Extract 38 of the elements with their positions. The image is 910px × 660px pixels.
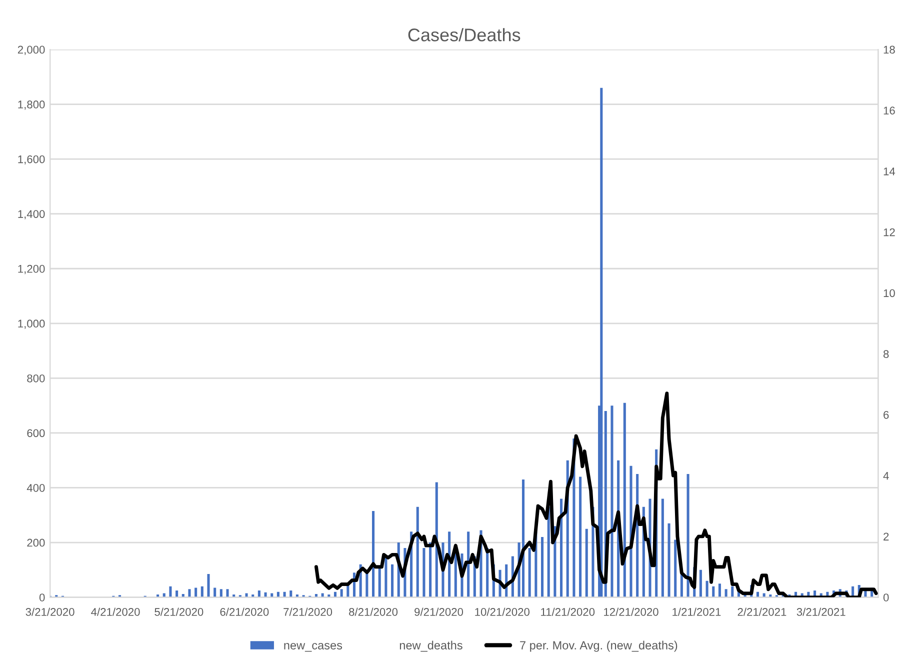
y2-tick-label: 14	[884, 168, 896, 176]
y-tick-label: 0	[39, 594, 45, 602]
y-tick-label: 1,800	[18, 100, 45, 110]
x-tick-label: 6/21/2020	[220, 608, 269, 616]
y-tick-label: 2,000	[18, 46, 45, 55]
y2-tick-label: 6	[884, 410, 889, 419]
y2-tick-label: 2	[884, 532, 889, 540]
chart-title: Cases/Deaths	[408, 28, 520, 42]
x-tick-label: 7/21/2020	[284, 608, 332, 616]
x-tick-label: 4/21/2020	[91, 608, 140, 616]
y-tick-label: 1,600	[18, 155, 45, 165]
x-tick-label: 3/21/2021	[796, 608, 846, 616]
legend-label: new_cases	[284, 642, 342, 652]
x-tick-label: 1/21/2021	[672, 608, 721, 616]
x-tick-label: 5/21/2020	[154, 608, 204, 616]
x-tick-label: 3/21/2020	[26, 608, 74, 616]
x-tick-label: 12/21/2020	[604, 608, 658, 616]
legend-label: 7 per. Mov. Avg. (new_deaths)	[520, 640, 678, 652]
y2-tick-label: 18	[884, 46, 895, 54]
y-tick-label: 1,200	[18, 264, 45, 274]
text: new_deaths	[400, 640, 462, 652]
y-tick-label: 800	[27, 374, 45, 382]
y2-tick-label: 0	[883, 594, 889, 602]
y2-tick-label: 12	[884, 228, 895, 236]
x-tick-label: 8/21/2020	[349, 608, 398, 616]
x-tick-label: 9/21/2020	[414, 608, 464, 616]
y-tick-label: 200	[27, 538, 45, 547]
y-tick-label: 1,000	[18, 320, 45, 329]
y2-tick-label: 4	[883, 472, 889, 480]
x-tick-label: 11/21/2020	[541, 608, 595, 616]
y-tick-label: 1,400	[18, 210, 45, 220]
y2-tick-label: 10	[884, 289, 895, 298]
y-tick-label: 600	[27, 429, 45, 438]
y2-tick-label: 16	[884, 106, 895, 114]
y-tick-label: 400	[26, 484, 45, 492]
x-tick-label: 10/21/2020	[475, 608, 530, 616]
x-tick-label: 2/21/2021	[738, 608, 786, 616]
y2-tick-label: 8	[883, 350, 889, 358]
